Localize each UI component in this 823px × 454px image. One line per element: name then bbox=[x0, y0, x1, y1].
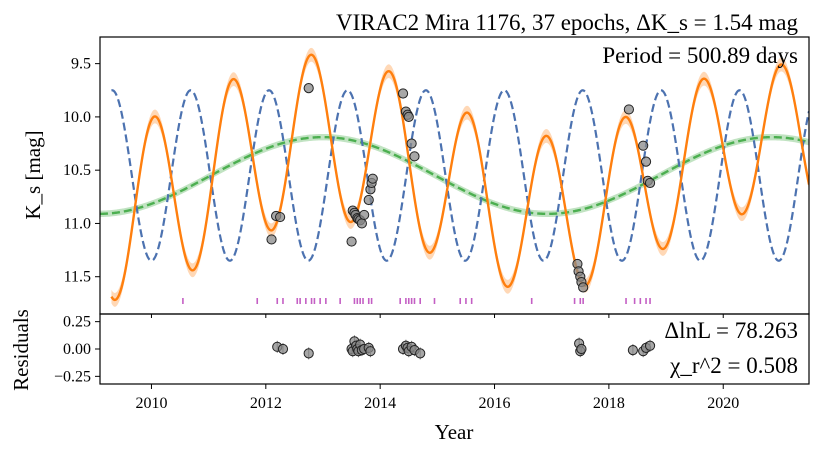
top-ylabel: K_s [mag] bbox=[21, 130, 45, 219]
fit-line bbox=[110, 53, 809, 302]
observation-point bbox=[578, 282, 589, 293]
observation-point bbox=[275, 211, 286, 223]
residual-point bbox=[303, 348, 314, 359]
xtick-label: 2012 bbox=[250, 395, 282, 412]
chart-title: VIRAC2 Mira 1176, 37 epochs, ΔK_s = 1.54… bbox=[336, 10, 798, 35]
period-annotation: Period = 500.89 days bbox=[602, 43, 798, 68]
observation-point bbox=[303, 83, 314, 94]
observation-point bbox=[644, 177, 656, 189]
delta-loglike-annotation: ΔlnL = 78.263 bbox=[664, 318, 798, 343]
xtick-label: 2016 bbox=[479, 395, 511, 412]
trend-line bbox=[100, 135, 809, 216]
residual-point bbox=[644, 340, 656, 351]
residual-point bbox=[627, 344, 638, 356]
observation-point bbox=[363, 194, 374, 206]
residuals-panel bbox=[272, 335, 656, 360]
xtick-label: 2014 bbox=[364, 395, 396, 412]
observation-point bbox=[266, 234, 277, 245]
xlabel: Year bbox=[435, 420, 474, 444]
bottom-ylabel: Residuals bbox=[9, 309, 33, 391]
observation-point bbox=[406, 138, 417, 149]
residual-point bbox=[576, 343, 587, 355]
sinusoid-line bbox=[111, 89, 809, 262]
xtick-label: 2018 bbox=[593, 395, 625, 412]
observation-point bbox=[640, 156, 652, 167]
top-ytick-label: 9.5 bbox=[71, 56, 91, 73]
fit-uncertainty-band bbox=[111, 47, 809, 307]
residual-point bbox=[277, 343, 289, 355]
bottom-ytick-label: 0.25 bbox=[63, 314, 91, 331]
chi2-annotation: χ_r^2 = 0.508 bbox=[669, 353, 798, 378]
top-ytick-label: 10.5 bbox=[63, 162, 91, 179]
xtick-label: 2020 bbox=[707, 395, 739, 412]
observation-point bbox=[403, 111, 414, 123]
magnitude-panel bbox=[100, 47, 809, 307]
xtick-label: 2010 bbox=[135, 395, 167, 412]
bottom-ytick-label: −0.25 bbox=[54, 368, 91, 385]
bottom-ytick-label: 0.00 bbox=[63, 341, 91, 358]
trend-uncertainty-band bbox=[100, 133, 809, 218]
residual-point bbox=[415, 348, 426, 359]
observation-point bbox=[356, 218, 367, 229]
observation-point bbox=[397, 88, 409, 99]
top-ytick-label: 11.0 bbox=[64, 215, 91, 232]
observation-point bbox=[409, 151, 420, 162]
top-ytick-label: 11.5 bbox=[64, 269, 91, 286]
top-ytick-label: 10.0 bbox=[63, 109, 91, 126]
observation-point bbox=[346, 236, 357, 247]
observation-point bbox=[638, 140, 649, 151]
observation-point bbox=[623, 104, 634, 115]
observation-point bbox=[359, 209, 370, 221]
residual-point bbox=[365, 346, 376, 357]
observation-point bbox=[367, 173, 378, 184]
